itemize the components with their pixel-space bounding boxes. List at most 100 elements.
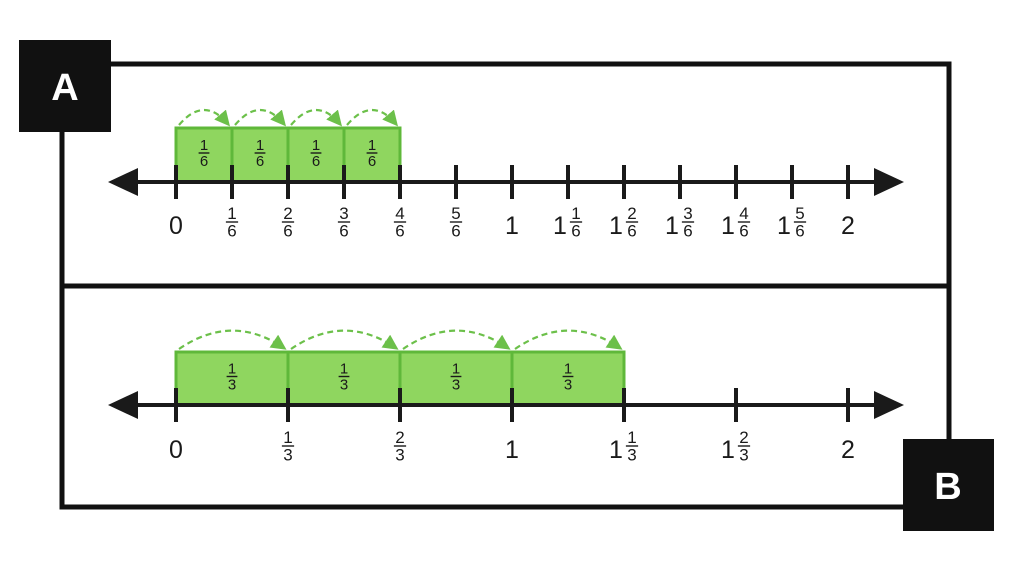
tick-label-fraction: 16 [569, 204, 583, 240]
hop-arc-arrow [234, 109, 286, 127]
tick-label-fraction: 36 [681, 204, 695, 240]
fraction-block-label: 16 [198, 137, 210, 170]
fraction-block [398, 350, 514, 407]
fraction-denominator: 3 [739, 445, 748, 464]
tick-label: 16 [225, 204, 239, 240]
tick-label: 1 13 [609, 428, 639, 464]
hop-arc-arrow [346, 109, 398, 127]
fraction-numerator: 2 [395, 428, 404, 447]
fraction-block-label: 13 [226, 361, 238, 393]
tick-label-fraction: 23 [737, 428, 751, 464]
fraction-block-label: 16 [310, 137, 322, 170]
tick-label-whole: 1 [721, 212, 735, 240]
panel-label-b: B [934, 466, 961, 508]
fraction-denominator: 6 [339, 221, 348, 240]
tick-label-whole: 1 [553, 212, 567, 240]
fraction-denominator: 6 [395, 221, 404, 240]
fraction-numerator: 1 [368, 137, 376, 154]
fraction-denominator: 3 [228, 376, 236, 393]
tick-label: 1 [505, 212, 519, 240]
tick-label: 36 [337, 204, 351, 240]
tick-label: 46 [393, 204, 407, 240]
tick-label: 1 46 [721, 204, 751, 240]
fraction-numerator: 1 [452, 361, 460, 378]
right-arrowhead [874, 168, 904, 196]
tick-label-whole: 1 [777, 212, 791, 240]
hop-arc-arrow [178, 329, 287, 350]
fraction-denominator: 6 [256, 153, 264, 170]
tick-label-whole: 1 [609, 436, 623, 464]
fraction-numerator: 2 [283, 204, 292, 223]
tick-label: 1 23 [721, 428, 751, 464]
tick-label-fraction: 46 [393, 204, 407, 240]
fraction-numerator: 1 [627, 428, 636, 447]
fraction-denominator: 6 [795, 221, 804, 240]
tick-label-fraction: 36 [337, 204, 351, 240]
fraction-denominator: 6 [627, 221, 636, 240]
fraction-numerator: 1 [227, 204, 236, 223]
fraction-block-label: 16 [366, 137, 378, 170]
tick-label-whole: 0 [169, 436, 183, 464]
fraction-block [510, 350, 626, 407]
tick-label: 2 [841, 212, 855, 240]
tick-label-whole: 0 [169, 212, 183, 240]
tick-label-whole: 2 [841, 436, 855, 464]
hop-arc-arrow [178, 109, 230, 127]
fraction-denominator: 6 [200, 153, 208, 170]
fraction-denominator: 6 [312, 153, 320, 170]
fraction-numerator: 1 [571, 204, 580, 223]
fraction-block-label: 13 [338, 361, 350, 393]
fraction-denominator: 6 [739, 221, 748, 240]
fraction-denominator: 3 [452, 376, 460, 393]
fraction-denominator: 6 [227, 221, 236, 240]
tick-label-whole: 1 [609, 212, 623, 240]
label-box-a: A [19, 40, 111, 132]
fraction-numerator: 2 [627, 204, 636, 223]
fraction-denominator: 3 [340, 376, 348, 393]
tick-label-fraction: 26 [625, 204, 639, 240]
fraction-denominator: 6 [571, 221, 580, 240]
hop-arc-arrow [290, 329, 399, 350]
tick-label: 1 56 [777, 204, 807, 240]
panel-frame [59, 61, 952, 510]
tick-label: 23 [393, 428, 407, 464]
hop-arc-arrow [290, 109, 342, 127]
tick-label-fraction: 26 [281, 204, 295, 240]
fraction-block [174, 350, 290, 407]
tick-label-whole: 1 [505, 212, 519, 240]
fraction-denominator: 6 [283, 221, 292, 240]
tick-label-fraction: 16 [225, 204, 239, 240]
fraction-numerator: 4 [395, 204, 404, 223]
tick-label-fraction: 13 [281, 428, 295, 464]
hop-arc-arrow [514, 329, 623, 350]
fraction-numerator: 3 [339, 204, 348, 223]
fraction-numerator: 1 [564, 361, 572, 378]
tick-label-fraction: 56 [449, 204, 463, 240]
fraction-block-label: 16 [254, 137, 266, 170]
tick-label-whole: 1 [721, 436, 735, 464]
tick-label-fraction: 46 [737, 204, 751, 240]
tick-label: 2 [841, 436, 855, 464]
fraction-numerator: 4 [739, 204, 748, 223]
fraction-denominator: 6 [368, 153, 376, 170]
fraction-numerator: 5 [795, 204, 804, 223]
tick-label: 26 [281, 204, 295, 240]
fraction-denominator: 3 [283, 445, 292, 464]
tick-label-fraction: 56 [793, 204, 807, 240]
fraction-numerator: 1 [340, 361, 348, 378]
fraction-numerator: 3 [683, 204, 692, 223]
tick-label: 1 16 [553, 204, 583, 240]
fraction-numerator: 1 [312, 137, 320, 154]
fraction-denominator: 3 [627, 445, 636, 464]
fraction-denominator: 6 [451, 221, 460, 240]
fraction-numerator: 1 [256, 137, 264, 154]
fraction-block [174, 126, 234, 184]
fraction-block [342, 126, 402, 184]
tick-label: 0 [169, 436, 183, 464]
tick-label-fraction: 13 [625, 428, 639, 464]
fraction-denominator: 3 [564, 376, 572, 393]
fraction-block-label: 13 [450, 361, 462, 393]
fraction-numerator: 5 [451, 204, 460, 223]
